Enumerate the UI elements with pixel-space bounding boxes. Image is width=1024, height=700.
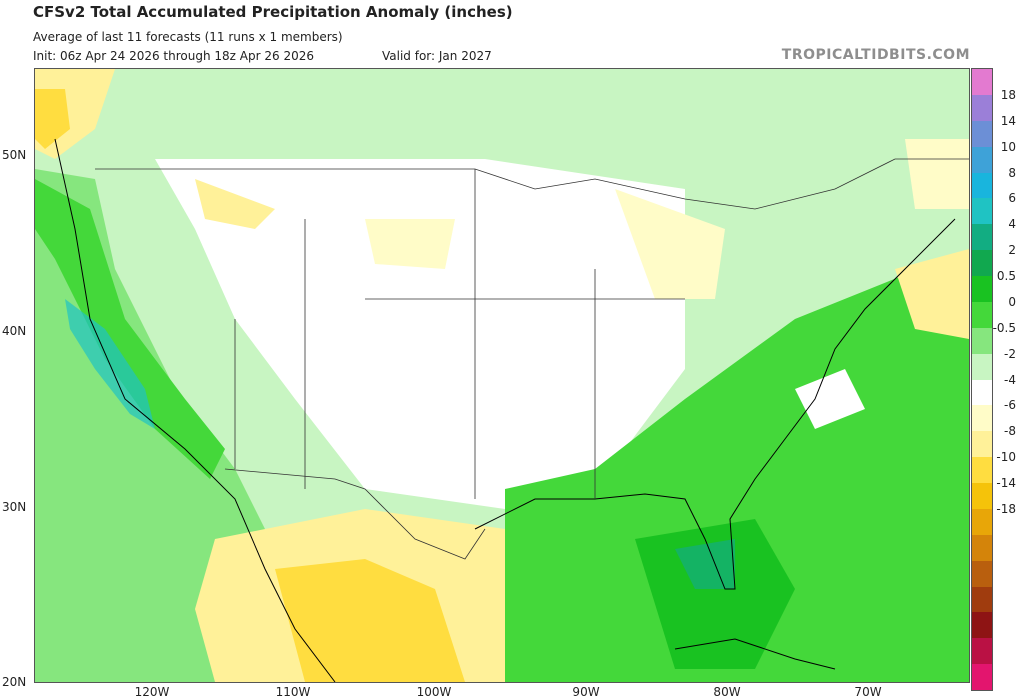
lat-label-30n: 30N <box>2 500 27 514</box>
lon-label-100w: 100W <box>416 685 452 699</box>
colorbar-tick-label: 14 <box>1000 113 1016 128</box>
canada-border <box>95 158 969 210</box>
interior-neutral <box>155 159 685 509</box>
florida-wet <box>635 519 795 669</box>
lon-label-80w: 80W <box>713 685 741 699</box>
colorbar-tick-label: -8 <box>1004 424 1016 439</box>
colorbar-tick-label: 18 <box>1000 87 1016 102</box>
cuba-line <box>674 638 836 670</box>
colorbar-bin <box>972 146 992 173</box>
colorbar-bin <box>972 276 992 302</box>
colorbar-bin <box>972 508 992 535</box>
lat-label-50n: 50N <box>2 148 27 162</box>
gulf-atlantic-coast-line <box>474 218 956 590</box>
lon-label-120w: 120W <box>134 685 170 699</box>
colorbar-tick-label: -0.5 <box>992 320 1016 335</box>
border-outlines <box>95 158 969 560</box>
lat-label-40n: 40N <box>2 324 27 338</box>
colorbar-bin <box>972 198 992 225</box>
init-range-label: Init: 06z Apr 24 2026 through 18z Apr 26… <box>33 49 314 63</box>
colorbar-tick-label: 8 <box>1008 165 1016 180</box>
colorbar-tick-label: -4 <box>1004 372 1016 387</box>
lat-label-20n: 20N <box>2 675 27 689</box>
lon-label-110w: 110W <box>275 685 311 699</box>
colorbar-tick-label: 0 <box>1008 294 1016 309</box>
colorbar-bin <box>972 560 992 587</box>
colorbar-tick-label: -10 <box>996 450 1016 465</box>
colorbar-bin <box>972 224 992 251</box>
colorbar <box>971 68 993 691</box>
idaho-dry <box>195 179 275 229</box>
colorbar-bin <box>972 353 992 380</box>
colorbar-bin <box>972 664 992 690</box>
colorbar-tick-label: 4 <box>1008 217 1016 232</box>
colorbar-bin <box>972 379 992 406</box>
coastline-outlines <box>54 138 956 682</box>
colorbar-tick-label: -2 <box>1004 346 1016 361</box>
colorbar-tick-label: 10 <box>1000 139 1016 154</box>
colorbar-bin <box>972 431 992 458</box>
valid-period-label: Valid for: Jan 2027 <box>382 49 492 63</box>
colorbar-tick-label: 6 <box>1008 191 1016 206</box>
atlantic-neutral-spot <box>795 369 865 429</box>
colorbar-bin <box>972 69 992 95</box>
colorbar-tick-label: -6 <box>1004 398 1016 413</box>
colorbar-tick-label: 2 <box>1008 243 1016 258</box>
colorbar-bin <box>972 172 992 199</box>
colorbar-bin <box>972 457 992 483</box>
colorbar-bin <box>972 586 992 613</box>
mexico-border <box>224 468 486 560</box>
maritimes-dry <box>905 139 969 209</box>
colorbar-bin <box>972 483 992 509</box>
colorbar-tick-label: -18 <box>996 501 1016 516</box>
brand-watermark: TROPICALTIDBITS.COM <box>781 47 970 63</box>
precip-anomaly-map[interactable] <box>34 68 970 683</box>
lon-label-70w: 70W <box>854 685 882 699</box>
colorbar-bin <box>972 327 992 354</box>
nw-drier <box>35 89 70 149</box>
state-grid-lines <box>234 169 685 499</box>
colorbar-bin <box>972 301 992 328</box>
colorbar-bin <box>972 120 992 147</box>
colorbar-tick-label: 0.5 <box>996 269 1016 283</box>
colorbar-bin <box>972 534 992 561</box>
mexico-drier <box>275 559 465 682</box>
great-lakes-dry <box>615 189 725 299</box>
plains-slightly-dry <box>365 219 455 269</box>
map-subtitle: Average of last 11 forecasts (11 runs x … <box>33 30 343 44</box>
colorbar-bin <box>972 405 992 432</box>
atlantic-dry <box>895 249 969 339</box>
map-title: CFSv2 Total Accumulated Precipitation An… <box>33 3 513 21</box>
colorbar-bin <box>972 612 992 639</box>
map-canvas <box>35 69 969 682</box>
colorbar-bin <box>972 638 992 665</box>
lon-label-90w: 90W <box>572 685 600 699</box>
southeast-gulf-wet <box>505 249 969 682</box>
west-coast-wet <box>35 179 225 479</box>
west-coast-line <box>54 138 336 682</box>
colorbar-bin <box>972 94 992 121</box>
colorbar-tick-label: -14 <box>996 476 1016 490</box>
colorbar-bin <box>972 250 992 276</box>
